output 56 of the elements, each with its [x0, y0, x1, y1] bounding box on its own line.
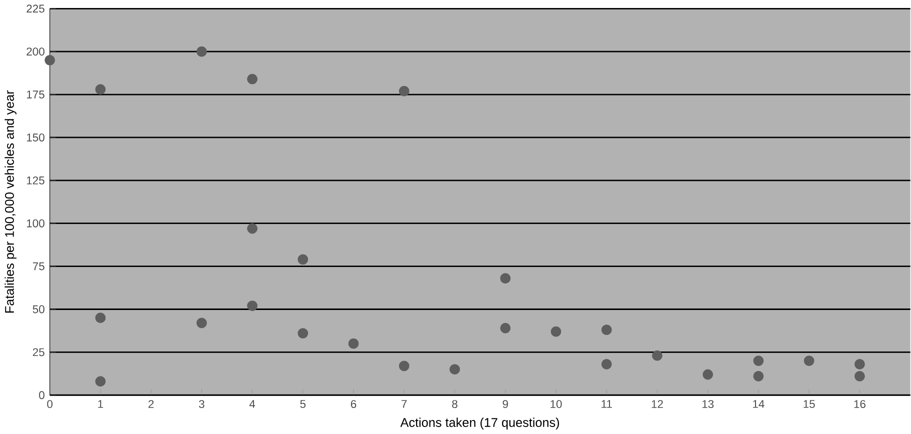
x-tick-label: 1	[98, 400, 104, 408]
point	[247, 223, 258, 234]
point	[298, 328, 308, 338]
point	[398, 86, 410, 96]
x-tick-label: 10	[550, 400, 562, 408]
point	[854, 370, 865, 382]
point	[398, 360, 410, 372]
y-axis-title: Fatalities per 100,000 vehicles and year	[4, 90, 16, 313]
point	[550, 326, 562, 337]
x-tick-label: 4	[249, 400, 256, 408]
y-tick-label: 175	[26, 90, 44, 98]
point	[196, 318, 207, 328]
x-tick-label: 14	[753, 400, 764, 408]
point	[450, 364, 460, 374]
x-tick-label: 5	[300, 400, 306, 408]
point	[500, 273, 511, 284]
point	[44, 54, 56, 66]
y-tick-label: 125	[26, 176, 44, 184]
y-tick-label: 25	[32, 348, 44, 356]
point	[702, 369, 714, 380]
point	[753, 356, 764, 366]
point	[247, 74, 258, 84]
point	[652, 350, 662, 361]
point	[804, 356, 814, 366]
point	[753, 370, 764, 382]
point	[348, 338, 359, 349]
point	[95, 376, 106, 387]
point	[247, 300, 258, 311]
point	[298, 254, 308, 265]
x-tick-label: 15	[804, 400, 815, 408]
x-tick-label: 2	[148, 400, 154, 408]
x-tick-label: 11	[602, 400, 612, 408]
point	[95, 312, 106, 323]
x-tick-label: 9	[502, 400, 508, 408]
y-tick-label: 150	[26, 133, 44, 142]
x-tick-label: 0	[47, 400, 53, 408]
y-tick-label: 225	[26, 4, 44, 13]
point	[854, 358, 865, 370]
x-tick-label: 13	[702, 400, 714, 408]
point	[601, 324, 612, 335]
x-tick-label: 7	[402, 400, 407, 408]
x-tick-label: 3	[198, 400, 204, 408]
x-tick-label: 12	[652, 400, 663, 408]
x-tick-label: 6	[350, 400, 356, 408]
x-tick-label: 8	[452, 400, 458, 408]
y-tick-label: 0	[39, 391, 44, 400]
y-tick-label: 75	[32, 262, 44, 270]
y-tick-label: 50	[32, 305, 44, 314]
point	[95, 84, 106, 95]
x-tick-label: 16	[854, 400, 866, 408]
x-axis-title: Actions taken (17 questions)	[400, 418, 560, 430]
y-tick-label: 100	[26, 219, 44, 228]
point	[601, 358, 612, 370]
point	[196, 46, 207, 57]
y-tick-label: 200	[26, 48, 44, 56]
point	[500, 322, 511, 334]
